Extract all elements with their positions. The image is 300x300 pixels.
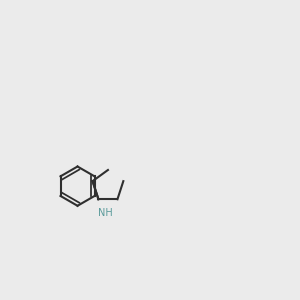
Text: NH: NH bbox=[98, 208, 113, 218]
